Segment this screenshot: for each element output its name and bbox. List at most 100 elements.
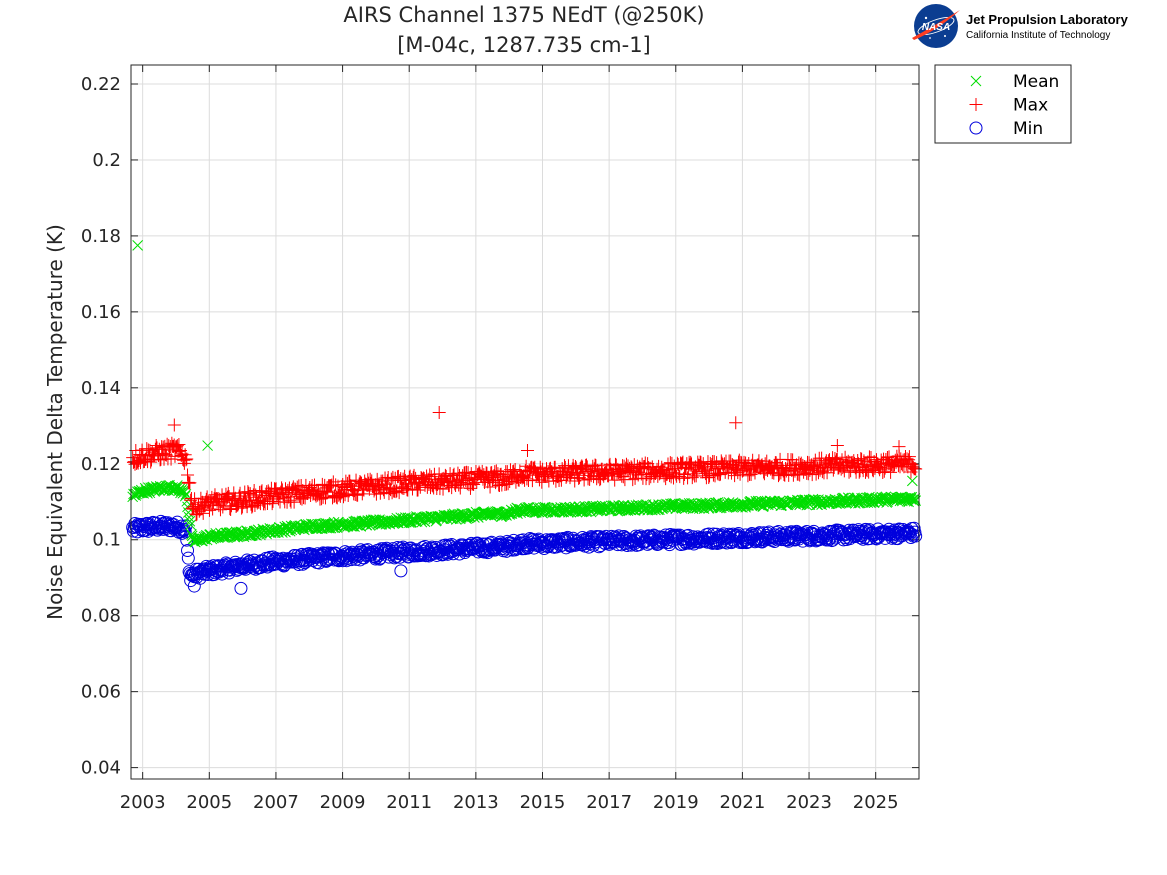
x-tick-label: 2025 xyxy=(853,792,899,813)
nasa-logo-text: NASA xyxy=(922,22,950,33)
max-point xyxy=(202,503,216,517)
chart-subtitle: [M-04c, 1287.735 cm-1] xyxy=(397,33,651,57)
x-tick-label: 2021 xyxy=(720,792,766,813)
mean-point xyxy=(906,475,918,487)
x-tick-label: 2015 xyxy=(520,792,566,813)
grid-lines xyxy=(131,65,919,779)
x-tick-label: 2013 xyxy=(453,792,499,813)
max-point xyxy=(172,437,186,451)
max-point xyxy=(830,439,844,453)
min-point xyxy=(902,525,916,539)
max-point xyxy=(616,470,630,484)
y-tick-label: 0.16 xyxy=(81,302,121,323)
legend-box xyxy=(934,64,1072,144)
max-point xyxy=(235,501,249,515)
max-point xyxy=(491,467,505,481)
max-point xyxy=(396,472,410,486)
max-point xyxy=(884,465,898,479)
max-point xyxy=(433,482,447,496)
x-tick-label: 2007 xyxy=(253,792,299,813)
min-point xyxy=(907,521,921,535)
mean-point xyxy=(184,515,196,527)
max-point xyxy=(858,458,872,472)
mean-point xyxy=(132,240,144,251)
max-point xyxy=(855,452,869,466)
orbit-icon xyxy=(917,16,955,36)
max-point xyxy=(181,468,195,482)
mean-point xyxy=(152,482,164,493)
legend-label: Max xyxy=(1013,96,1048,116)
min-point xyxy=(394,564,408,578)
max-point xyxy=(467,478,481,492)
nasa-swoosh-icon xyxy=(912,10,960,40)
max-point xyxy=(906,460,920,474)
jpl-logo: NASA Jet Propulsion Laboratory Californi… xyxy=(912,4,1129,48)
star-icon xyxy=(929,37,931,39)
max-point xyxy=(182,476,196,490)
max-point xyxy=(167,418,181,432)
x-tick-label: 2017 xyxy=(586,792,632,813)
max-point xyxy=(520,443,534,457)
max-point xyxy=(170,439,184,453)
max-point xyxy=(677,468,691,482)
max-point xyxy=(411,483,425,497)
x-tick-label: 2023 xyxy=(786,792,832,813)
max-point xyxy=(261,484,275,498)
min-point xyxy=(234,581,248,595)
max-point xyxy=(180,452,194,466)
mean-point xyxy=(872,493,884,505)
max-point xyxy=(432,406,446,420)
y-tick-label: 0.14 xyxy=(81,378,121,399)
max-point xyxy=(608,473,622,487)
max-point xyxy=(969,98,983,111)
max-point xyxy=(131,456,145,470)
mean-point xyxy=(970,75,982,87)
y-axis-label: Noise Equivalent Delta Temperature (K) xyxy=(43,224,67,620)
max-point xyxy=(892,440,906,454)
legend-item-mean: Mean xyxy=(970,72,1059,92)
min-point xyxy=(181,551,195,565)
max-point xyxy=(140,442,154,456)
max-point xyxy=(608,457,622,471)
mean-point xyxy=(908,495,920,507)
max-point xyxy=(348,487,362,501)
legend-item-max: Max xyxy=(969,96,1048,116)
max-point xyxy=(728,469,742,483)
jpl-subtitle: California Institute of Technology xyxy=(966,30,1110,41)
max-point xyxy=(909,462,923,476)
max-point xyxy=(729,416,743,430)
max-point xyxy=(713,468,727,482)
mean-point xyxy=(909,493,921,504)
max-point xyxy=(707,455,721,469)
star-icon xyxy=(924,16,928,20)
mean-point xyxy=(440,510,452,522)
mean-point xyxy=(666,498,678,510)
x-tick-label: 2005 xyxy=(186,792,232,813)
x-tick-label: 2003 xyxy=(120,792,166,813)
y-tick-label: 0.04 xyxy=(81,758,121,779)
legend-label: Min xyxy=(1013,119,1043,139)
max-point xyxy=(877,464,891,478)
min-point xyxy=(181,543,195,557)
mean-point xyxy=(179,486,190,498)
data-points xyxy=(126,240,923,595)
max-point xyxy=(241,485,255,499)
plot-area xyxy=(131,65,919,779)
min-point xyxy=(355,545,369,559)
chart-title: AIRS Channel 1375 NEdT (@250K) xyxy=(343,3,704,27)
max-point xyxy=(635,457,649,471)
min-series xyxy=(126,514,923,595)
min-point xyxy=(781,533,795,547)
mean-point xyxy=(351,519,363,531)
legend: Mean Max Min xyxy=(934,64,1072,144)
y-tick-label: 0.2 xyxy=(92,150,121,171)
star-icon xyxy=(944,35,946,37)
mean-point xyxy=(702,501,714,512)
max-point xyxy=(741,469,755,483)
min-point xyxy=(908,525,922,539)
max-point xyxy=(407,468,421,482)
max-point xyxy=(149,439,163,453)
y-tick-label: 0.1 xyxy=(92,530,121,551)
min-point xyxy=(909,529,923,543)
